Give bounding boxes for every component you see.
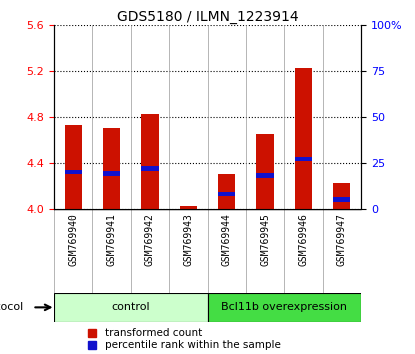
Text: GSM769945: GSM769945 — [260, 213, 270, 266]
Legend: transformed count, percentile rank within the sample: transformed count, percentile rank withi… — [84, 324, 285, 354]
Bar — [333, 183, 351, 209]
Bar — [218, 192, 235, 196]
Bar — [103, 171, 120, 176]
Bar — [218, 174, 235, 209]
Bar — [54, 293, 208, 322]
Bar — [295, 68, 312, 209]
Bar — [64, 125, 82, 209]
Text: control: control — [111, 302, 150, 312]
Bar — [208, 293, 361, 322]
Text: GSM769941: GSM769941 — [107, 213, 117, 266]
Bar — [64, 170, 82, 174]
Bar — [333, 197, 351, 202]
Bar — [256, 134, 274, 209]
Text: GSM769946: GSM769946 — [298, 213, 308, 266]
Text: GSM769942: GSM769942 — [145, 213, 155, 266]
Text: GSM769944: GSM769944 — [222, 213, 232, 266]
Text: GSM769943: GSM769943 — [183, 213, 193, 266]
Title: GDS5180 / ILMN_1223914: GDS5180 / ILMN_1223914 — [117, 10, 298, 24]
Text: Bcl11b overexpression: Bcl11b overexpression — [221, 302, 347, 312]
Text: GSM769940: GSM769940 — [68, 213, 78, 266]
Bar — [141, 166, 159, 171]
Text: protocol: protocol — [0, 302, 23, 312]
Bar — [141, 114, 159, 209]
Text: GSM769947: GSM769947 — [337, 213, 347, 266]
Bar — [103, 128, 120, 209]
Bar — [256, 173, 274, 178]
Bar — [180, 206, 197, 209]
Bar — [295, 157, 312, 161]
